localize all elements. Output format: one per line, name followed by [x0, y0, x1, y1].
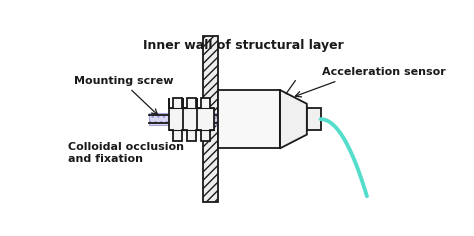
Bar	[307, 108, 321, 130]
Text: Acceleration sensor: Acceleration sensor	[322, 67, 446, 77]
Bar	[219, 90, 280, 148]
Bar	[203, 36, 219, 202]
Text: Inner wall of structural layer: Inner wall of structural layer	[143, 39, 343, 52]
Polygon shape	[280, 90, 307, 148]
Bar	[149, 113, 219, 125]
Text: Mounting screw: Mounting screw	[74, 76, 174, 86]
Polygon shape	[169, 98, 186, 141]
Polygon shape	[183, 98, 200, 141]
Text: Colloidal occlusion
and fixation: Colloidal occlusion and fixation	[68, 142, 184, 164]
Polygon shape	[197, 98, 214, 141]
